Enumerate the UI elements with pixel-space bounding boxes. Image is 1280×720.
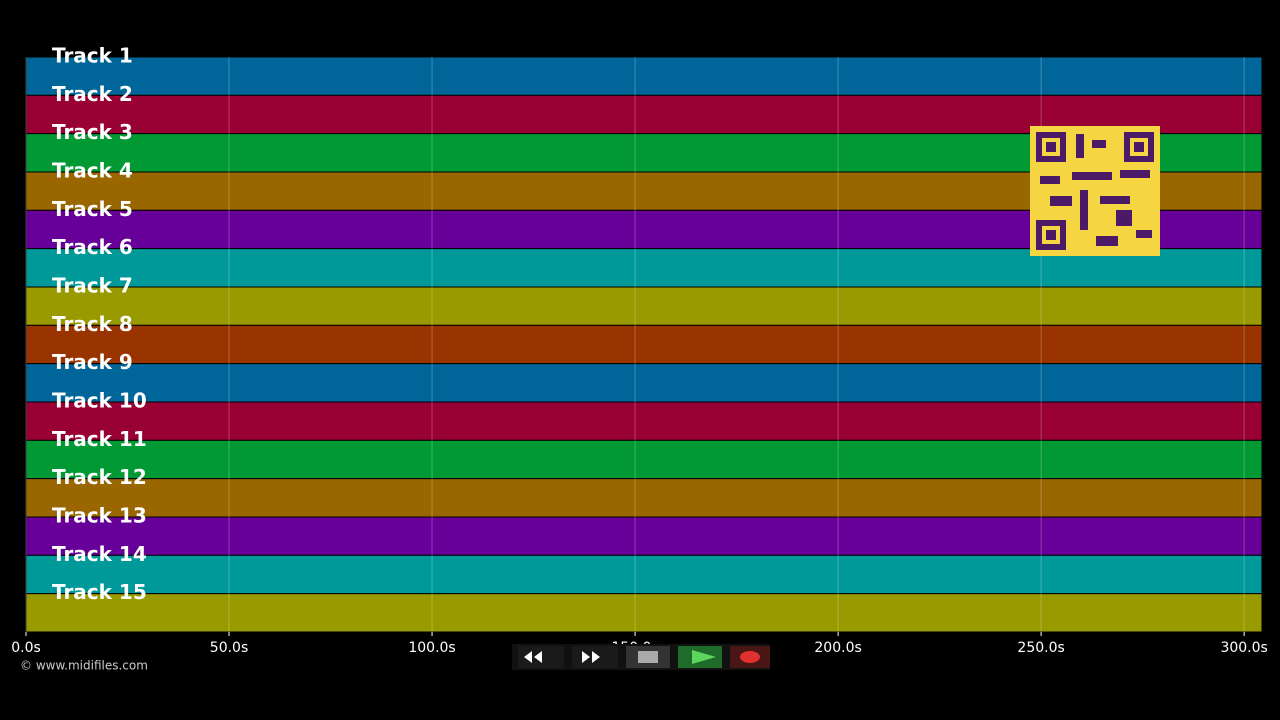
track-row — [25, 56, 1263, 96]
track-label: Track 11 — [52, 427, 147, 451]
rewind-button[interactable] — [518, 646, 564, 668]
forward-button[interactable] — [572, 646, 618, 668]
stop-button[interactable] — [626, 646, 670, 668]
playback-controls — [512, 644, 770, 670]
x-tick-label: 100.0s — [408, 640, 455, 656]
qr-code — [1030, 126, 1160, 256]
track-label: Track 6 — [52, 235, 133, 259]
track-label: Track 7 — [52, 274, 133, 298]
x-tick-label: 50.0s — [210, 640, 248, 656]
track-label: Track 13 — [52, 504, 147, 528]
track-row — [25, 286, 1263, 326]
track-row — [25, 516, 1263, 556]
track-label: Track 4 — [52, 159, 133, 183]
track-label: Track 1 — [52, 44, 133, 68]
track-label: Track 2 — [52, 82, 133, 106]
x-tick-label: 200.0s — [814, 640, 861, 656]
track-labels: Track 1 Track 2 Track 3 Track 4 Track 5 Track… — [52, 44, 147, 605]
track-label: Track 3 — [52, 120, 133, 144]
record-button[interactable] — [730, 646, 770, 668]
x-tick-label: 0.0s — [11, 640, 41, 656]
track-row — [25, 324, 1263, 365]
track-label: Track 9 — [52, 350, 133, 374]
copyright: © www.midifiles.com — [20, 659, 148, 673]
track-label: Track 14 — [52, 542, 147, 566]
x-tick-label: 250.0s — [1017, 640, 1064, 656]
track-row — [25, 363, 1263, 403]
track-label: Track 15 — [52, 580, 147, 604]
track-row — [25, 478, 1263, 518]
x-tick-label: 300.0s — [1220, 640, 1267, 656]
track-label: Track 5 — [52, 197, 133, 221]
track-label: Track 12 — [52, 465, 147, 489]
track-label: Track 10 — [52, 389, 147, 413]
track-row — [25, 439, 1263, 480]
track-label: Track 8 — [52, 312, 133, 336]
track-row — [25, 593, 1263, 633]
track-row — [25, 401, 1263, 441]
play-button[interactable] — [678, 646, 722, 668]
track-row — [25, 554, 1263, 595]
